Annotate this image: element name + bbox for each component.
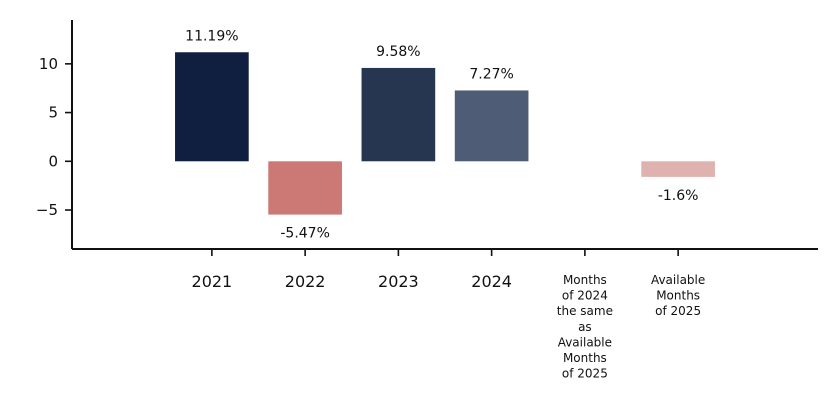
bar-4 bbox=[454, 90, 529, 162]
data-label-2: -5.47% bbox=[280, 226, 330, 242]
data-label-1: 11.19% bbox=[185, 28, 238, 44]
y-tick-label: 5 bbox=[48, 104, 58, 122]
y-tick-label: 10 bbox=[39, 55, 58, 73]
x-tick-label: 2021 bbox=[192, 272, 233, 291]
data-label-3: 9.58% bbox=[376, 44, 420, 60]
x-tick-label: Months of 2024 the same as Available Months of… bbox=[557, 273, 613, 381]
data-label-5: -1.6% bbox=[658, 188, 699, 204]
data-label-4: 7.27% bbox=[469, 66, 513, 82]
x-tick-label: 2024 bbox=[471, 272, 512, 291]
bar-2 bbox=[268, 161, 342, 215]
y-tick-label: −5 bbox=[36, 201, 58, 219]
y-tick-label: 0 bbox=[48, 152, 58, 170]
x-tick-label: 2023 bbox=[378, 272, 419, 291]
x-tick-label: 2022 bbox=[285, 272, 326, 291]
bars-layer bbox=[175, 52, 715, 215]
axes-layer bbox=[65, 20, 818, 256]
bar-5 bbox=[641, 161, 715, 177]
bar-3 bbox=[361, 67, 436, 162]
labels-layer: 11.19% -5.47% 9.58% 7.27% -1.6% −5 0 5 10 2021 202… bbox=[36, 28, 705, 380]
x-tick-label: Available Months of 2025 bbox=[651, 273, 705, 318]
bar-1 bbox=[175, 52, 249, 162]
